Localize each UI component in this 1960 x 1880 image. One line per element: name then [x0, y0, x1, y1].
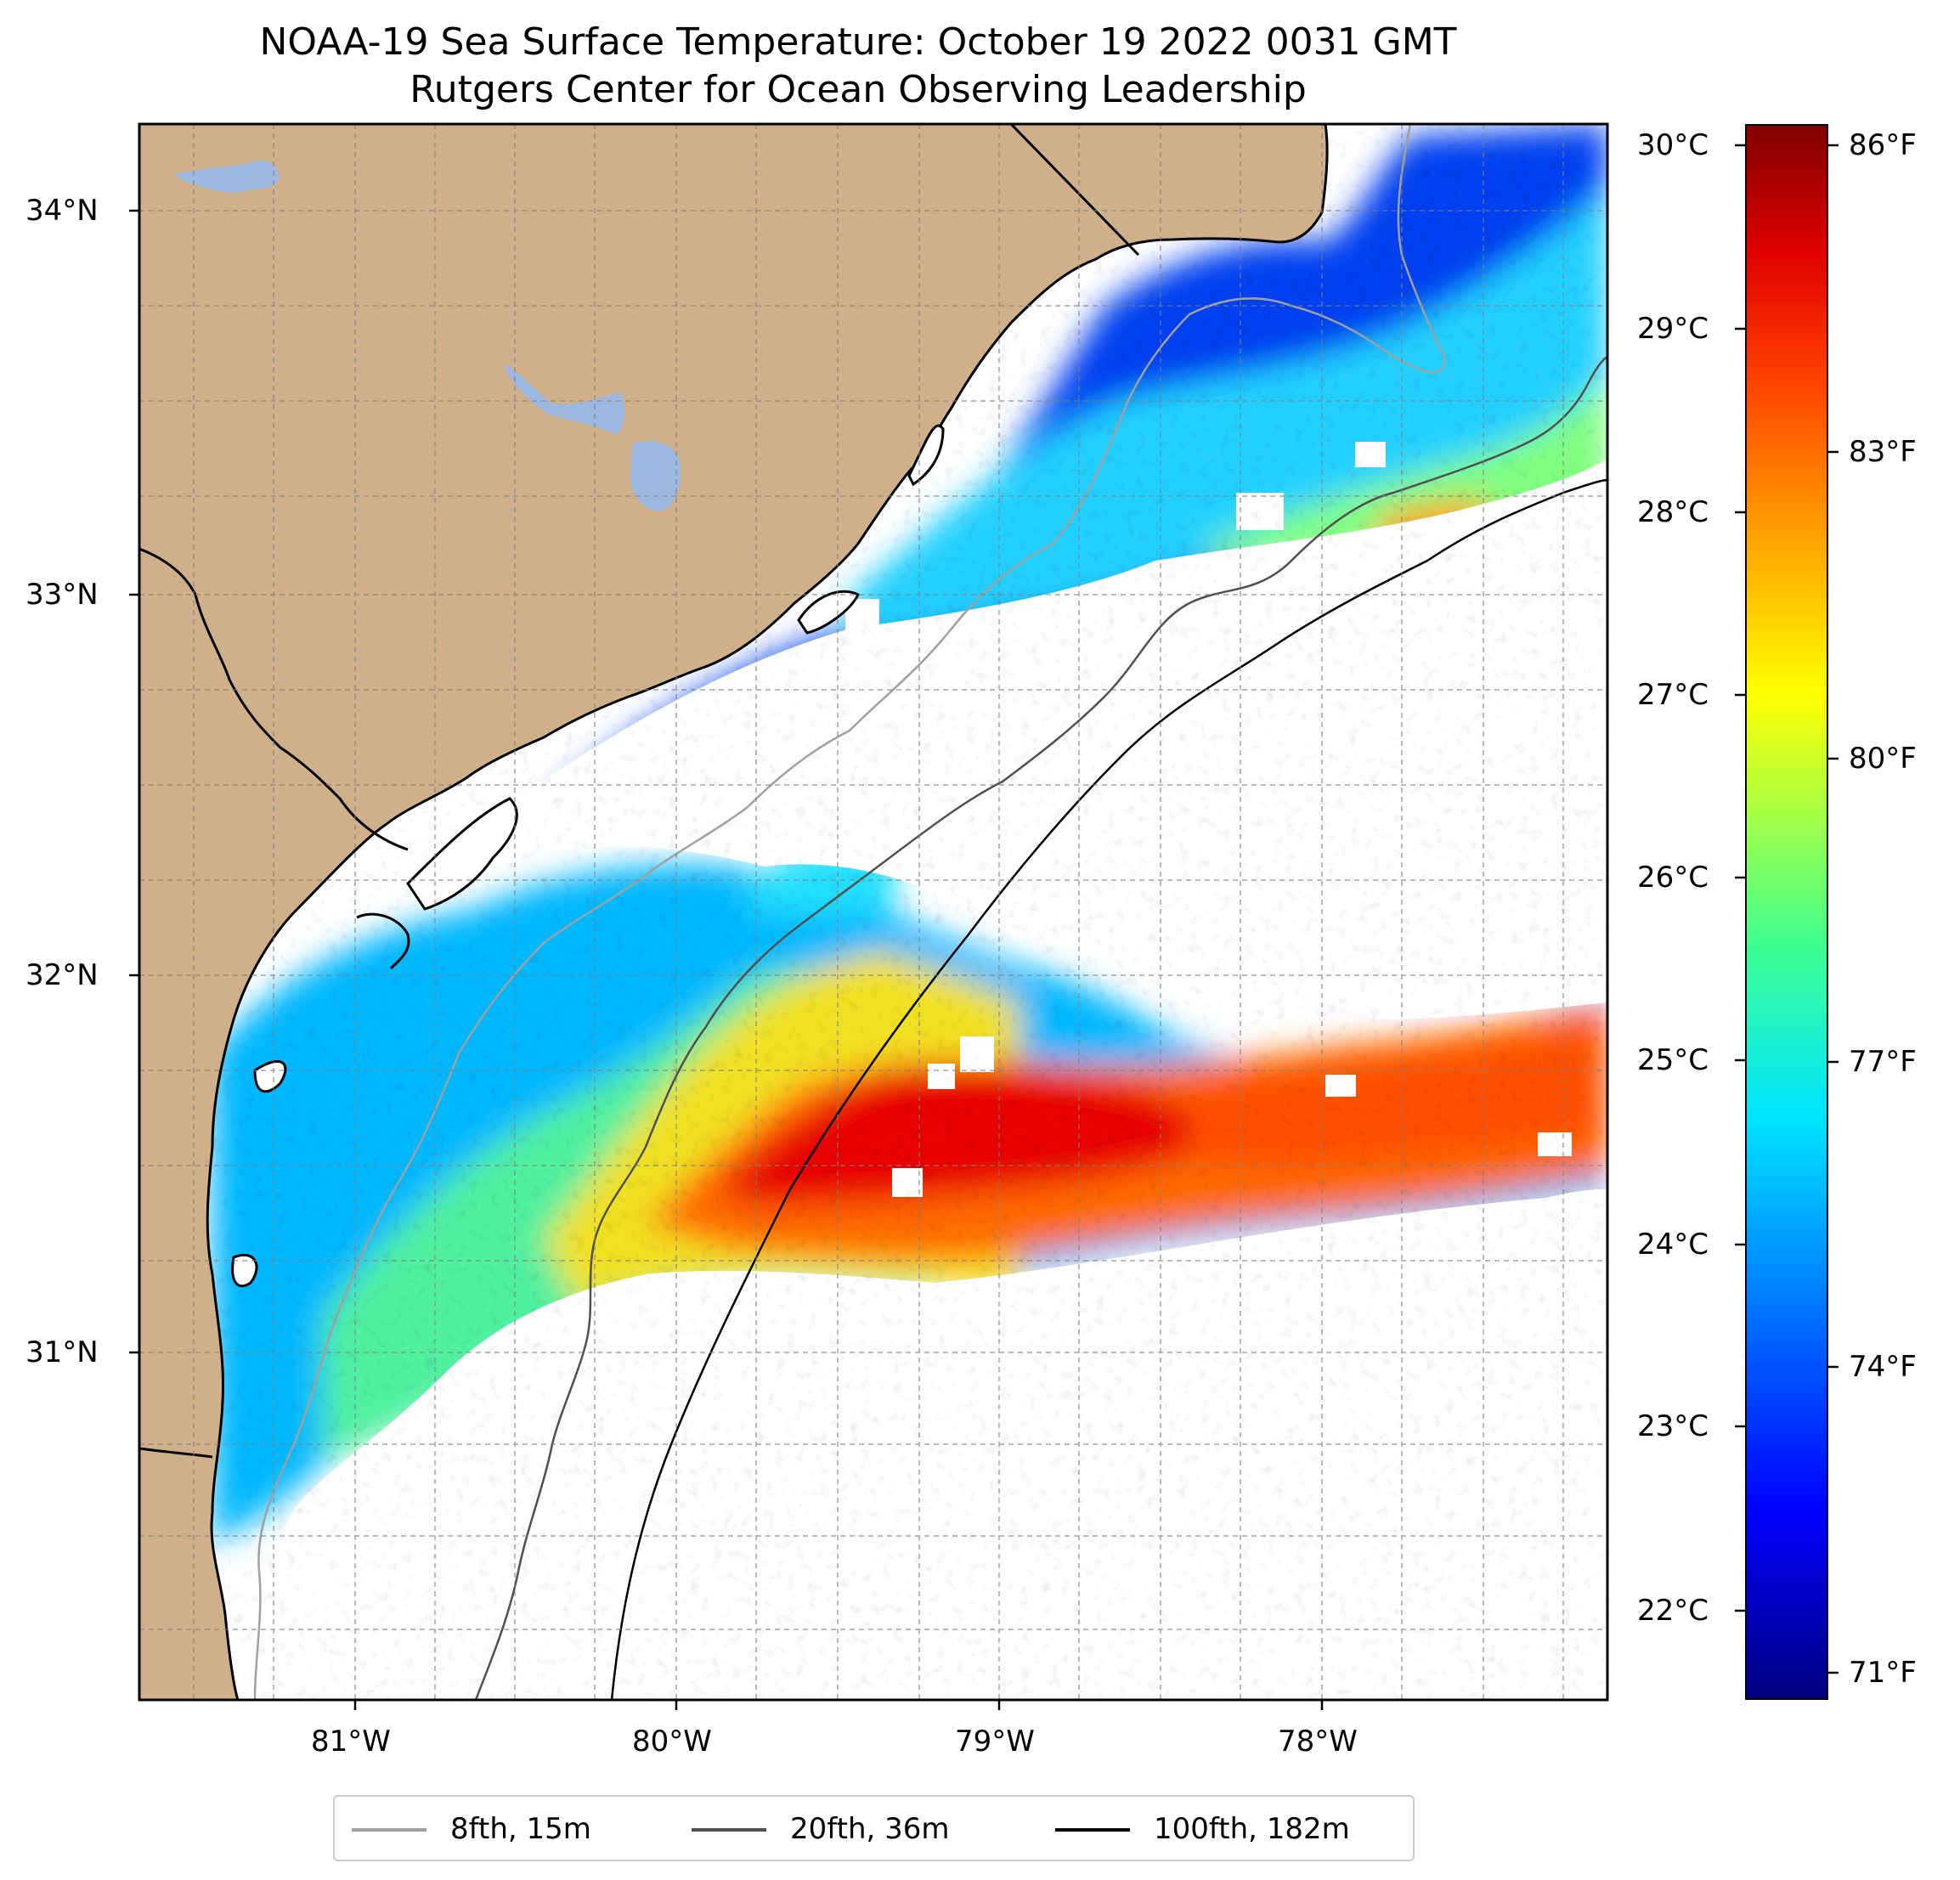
- lon-label-80w: 80°W: [632, 1725, 712, 1759]
- celsius-label: 27°C: [1637, 678, 1709, 712]
- title-line-2: Rutgers Center for Ocean Observing Leade…: [410, 68, 1307, 111]
- legend-label: 8fth, 15m: [450, 1812, 591, 1846]
- gridlines: [139, 124, 1607, 1700]
- lat-label-31n: 31°N: [25, 1335, 99, 1369]
- celsius-label: 26°C: [1637, 861, 1709, 895]
- map-frame: [138, 122, 1609, 1702]
- legend-swatch: [352, 1828, 426, 1832]
- celsius-label: 30°C: [1637, 128, 1709, 162]
- fahrenheit-label: 77°F: [1849, 1045, 1917, 1079]
- legend-swatch: [692, 1828, 766, 1832]
- legend-item-20fth: 20fth, 36m: [692, 1812, 1006, 1846]
- celsius-label: 28°C: [1637, 495, 1709, 529]
- fahrenheit-label: 86°F: [1849, 128, 1917, 162]
- legend: 8fth, 15m 20fth, 36m 100fth, 182m: [333, 1795, 1415, 1861]
- legend-label: 20fth, 36m: [790, 1812, 950, 1846]
- colorbar: [1745, 124, 1828, 1700]
- fahrenheit-label: 71°F: [1849, 1656, 1917, 1690]
- land: [139, 124, 1329, 1700]
- axis-ticks: [129, 209, 1324, 1710]
- celsius-label: 24°C: [1637, 1228, 1709, 1262]
- legend-item-100fth: 100fth, 182m: [1055, 1812, 1404, 1846]
- fahrenheit-label: 80°F: [1849, 742, 1917, 776]
- lat-label-32n: 32°N: [25, 958, 99, 992]
- bathymetry-contours: [253, 124, 1607, 1700]
- celsius-label: 25°C: [1637, 1043, 1709, 1077]
- chart-title: NOAA-19 Sea Surface Temperature: October…: [136, 19, 1580, 114]
- legend-label: 100fth, 182m: [1154, 1812, 1350, 1846]
- celsius-label: 23°C: [1637, 1409, 1709, 1443]
- lat-label-33n: 33°N: [25, 578, 99, 612]
- fahrenheit-label: 83°F: [1849, 435, 1917, 469]
- lon-label-79w: 79°W: [955, 1725, 1035, 1759]
- lon-label-78w: 78°W: [1278, 1725, 1358, 1759]
- legend-swatch: [1055, 1828, 1130, 1832]
- legend-item-8fth: 8fth, 15m: [352, 1812, 641, 1846]
- title-line-1: NOAA-19 Sea Surface Temperature: October…: [259, 20, 1457, 64]
- fahrenheit-label: 74°F: [1849, 1350, 1917, 1384]
- lat-label-34n: 34°N: [25, 194, 99, 228]
- celsius-label: 29°C: [1637, 312, 1709, 346]
- lon-label-81w: 81°W: [311, 1725, 391, 1759]
- celsius-label: 22°C: [1637, 1594, 1709, 1628]
